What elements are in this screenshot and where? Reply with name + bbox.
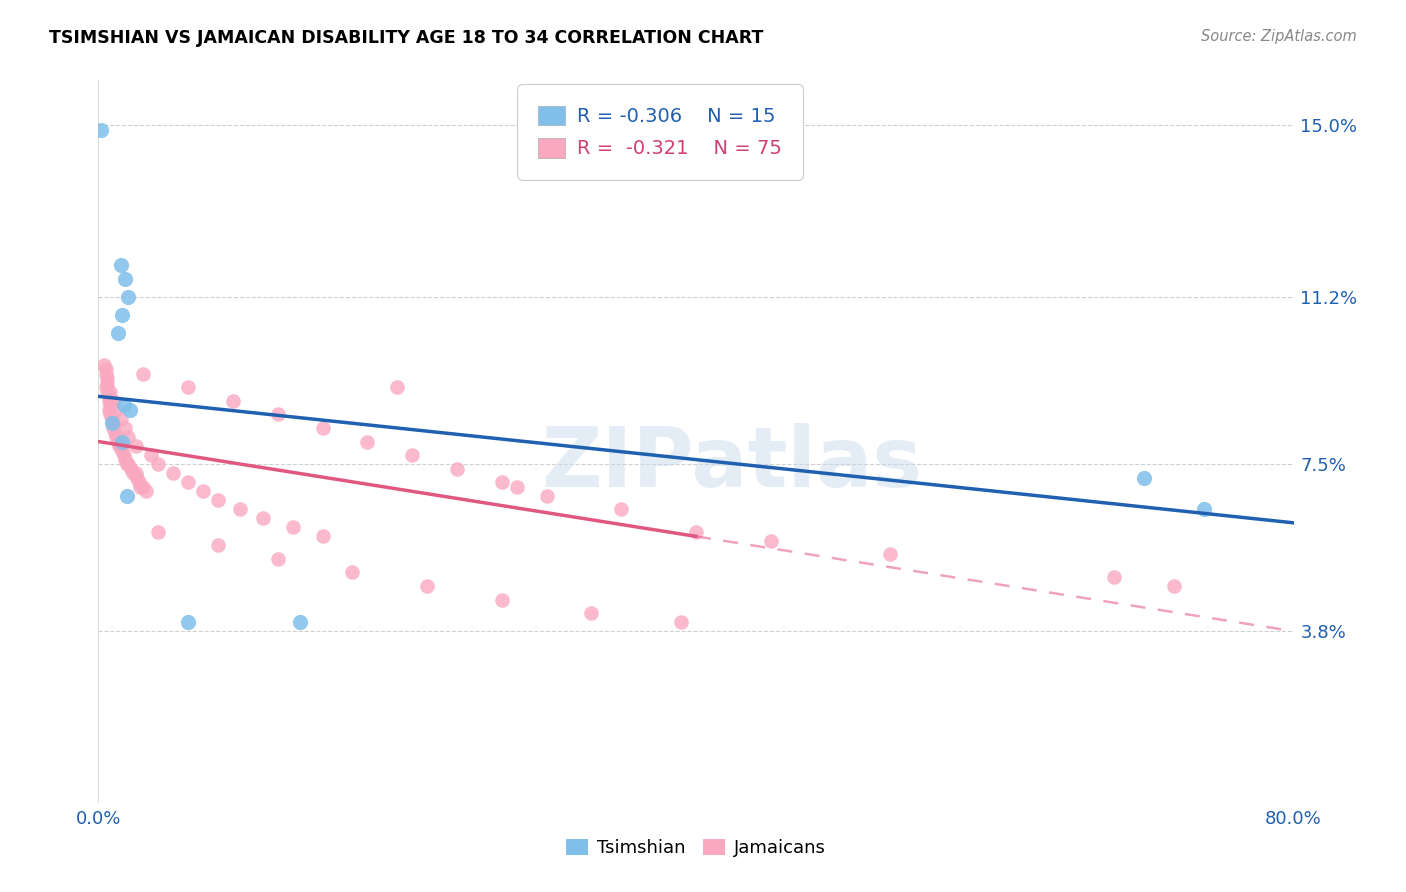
Point (104, 425, 127, 440)
Point (267, 408, 290, 422)
Point (401, 448, 423, 462)
Point (107, 434, 129, 449)
Text: Source: ZipAtlas.com: Source: ZipAtlas.com (1201, 29, 1357, 44)
Point (132, 480, 155, 494)
Point (112, 398, 135, 412)
Point (96, 371, 118, 385)
Point (148, 524, 170, 539)
Point (685, 524, 707, 539)
Point (125, 439, 148, 453)
Point (759, 533, 782, 548)
Point (879, 548, 901, 562)
Point (191, 484, 214, 499)
Point (506, 480, 529, 494)
Point (288, 615, 311, 630)
Point (536, 489, 558, 503)
Point (222, 393, 245, 408)
Point (90, 123, 112, 137)
Point (111, 308, 134, 322)
Point (162, 466, 184, 480)
Point (93, 358, 115, 372)
Point (114, 421, 136, 435)
Point (1104, 570, 1126, 584)
Point (125, 466, 148, 480)
Point (114, 452, 136, 467)
Point (103, 417, 125, 431)
Point (105, 403, 128, 417)
Point (356, 434, 378, 449)
Point (94, 367, 117, 381)
Point (177, 615, 200, 630)
Point (97, 389, 120, 403)
Point (135, 484, 157, 499)
Point (97, 403, 120, 417)
Point (96, 384, 118, 399)
Point (105, 430, 128, 444)
Point (229, 502, 252, 516)
Point (491, 592, 513, 607)
Point (1133, 471, 1156, 485)
Point (115, 457, 138, 471)
Point (103, 421, 125, 435)
Point (121, 466, 143, 480)
Point (252, 511, 274, 525)
Point (111, 434, 134, 449)
Point (120, 461, 142, 475)
Point (117, 457, 139, 471)
Point (416, 579, 439, 593)
Point (110, 412, 132, 426)
Point (342, 566, 364, 580)
Point (101, 417, 124, 431)
Point (107, 326, 129, 340)
Point (207, 538, 229, 552)
Point (581, 606, 603, 620)
Point (207, 493, 229, 508)
Point (94, 362, 117, 376)
Point (96, 376, 118, 390)
Point (127, 471, 149, 485)
Point (385, 380, 409, 394)
Point (108, 439, 131, 453)
Point (1163, 579, 1185, 593)
Point (491, 475, 513, 490)
Point (115, 489, 138, 503)
Point (610, 502, 633, 516)
Point (148, 457, 170, 471)
Point (117, 430, 139, 444)
Point (114, 272, 136, 286)
Point (94, 380, 117, 394)
Point (132, 367, 155, 381)
Point (128, 475, 150, 490)
Point (98, 408, 122, 422)
Point (118, 403, 141, 417)
Point (110, 439, 132, 453)
Point (669, 615, 692, 630)
Legend: Tsimshian, Jamaicans: Tsimshian, Jamaicans (557, 830, 835, 866)
Point (111, 443, 134, 458)
Point (112, 448, 135, 462)
Text: ZIPatlas: ZIPatlas (541, 423, 922, 504)
Point (103, 393, 125, 408)
Point (129, 480, 152, 494)
Point (101, 412, 124, 426)
Point (110, 259, 132, 273)
Point (267, 552, 290, 566)
Point (311, 529, 333, 543)
Point (281, 520, 304, 534)
Point (117, 290, 139, 304)
Point (97, 393, 120, 408)
Point (1192, 502, 1215, 516)
Point (446, 461, 468, 475)
Text: TSIMSHIAN VS JAMAICAN DISABILITY AGE 18 TO 34 CORRELATION CHART: TSIMSHIAN VS JAMAICAN DISABILITY AGE 18 … (49, 29, 763, 46)
Point (98, 398, 122, 412)
Point (98, 384, 122, 399)
Point (139, 448, 162, 462)
Point (311, 421, 333, 435)
Point (177, 475, 200, 490)
Point (177, 380, 200, 394)
